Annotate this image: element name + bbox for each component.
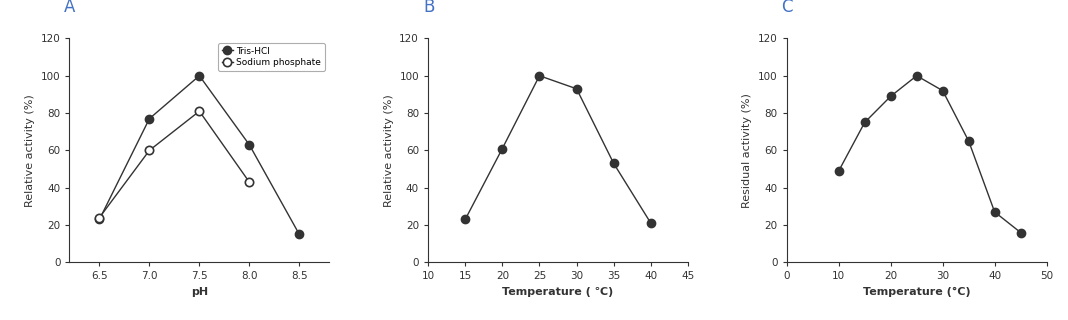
X-axis label: pH: pH	[191, 287, 208, 297]
Y-axis label: Relative activity (%): Relative activity (%)	[383, 94, 394, 207]
Line: Tris-HCl: Tris-HCl	[95, 72, 303, 239]
Sodium phosphate	[93, 216, 106, 220]
Text: B: B	[423, 0, 435, 16]
Y-axis label: Relative activity (%): Relative activity (%)	[25, 94, 35, 207]
X-axis label: Temperature (°C): Temperature (°C)	[863, 287, 971, 297]
X-axis label: Temperature ( ℃): Temperature ( ℃)	[502, 287, 614, 297]
Line: Sodium phosphate: Sodium phosphate	[95, 107, 253, 222]
Tris-HCl	[143, 117, 156, 121]
Sodium phosphate	[143, 148, 156, 152]
Legend: Tris-HCl, Sodium phosphate: Tris-HCl, Sodium phosphate	[218, 43, 325, 71]
Tris-HCl	[193, 74, 206, 78]
Text: A: A	[64, 0, 76, 16]
Y-axis label: Residual activity (%): Residual activity (%)	[742, 93, 753, 208]
Sodium phosphate	[193, 109, 206, 113]
Tris-HCl	[293, 232, 305, 236]
Text: C: C	[782, 0, 794, 16]
Tris-HCl	[93, 218, 106, 221]
Sodium phosphate	[242, 180, 255, 184]
Tris-HCl	[242, 143, 255, 147]
